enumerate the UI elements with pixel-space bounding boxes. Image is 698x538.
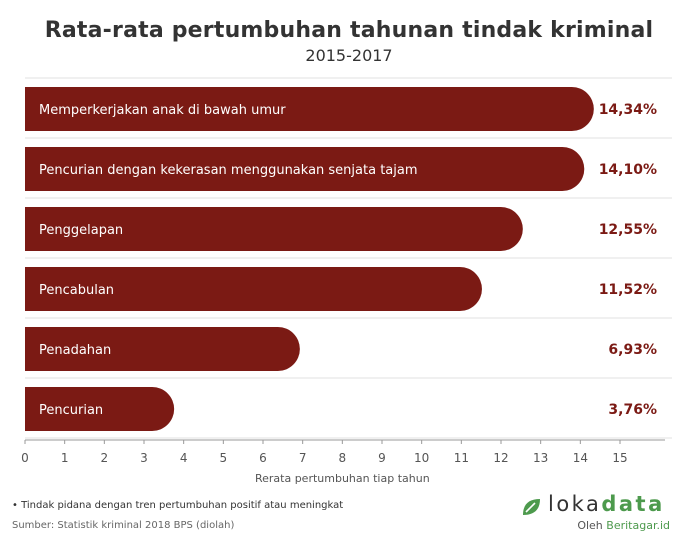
bar-value-label: 3,76% [608,402,657,418]
logo-byline: Oleh Beritagar.id [577,519,670,532]
lokadata-logo: lokadata Oleh Beritagar.id [520,492,680,534]
bar [25,267,482,311]
logo-byline-brand: Beritagar.id [606,519,670,532]
bar-category-label: Memperkerjakan anak di bawah umur [39,103,286,118]
x-tick-label: 5 [220,451,228,465]
bar-category-label: Penggelapan [39,223,123,238]
logo-byline-prefix: Oleh [577,519,603,532]
bar-value-label: 14,10% [599,162,657,178]
x-tick-label: 7 [299,451,307,465]
x-tick-label: 10 [414,451,429,465]
x-tick-label: 11 [454,451,469,465]
bar-category-label: Penadahan [39,343,111,358]
bar-category-label: Pencurian dengan kekerasan menggunakan s… [39,163,418,178]
bar [25,207,523,251]
x-tick-label: 6 [259,451,267,465]
bar-value-label: 14,34% [599,102,657,118]
bar-value-label: 6,93% [608,342,657,358]
bar-value-label: 12,55% [599,222,657,238]
x-tick-label: 15 [612,451,627,465]
x-tick-label: 14 [573,451,588,465]
chart-title: Rata-rata pertumbuhan tahunan tindak kri… [44,18,654,43]
x-axis-label: Rerata pertumbuhan tiap tahun [255,472,430,485]
source-note: Sumber: Statistik kriminal 2018 BPS (dio… [12,520,235,531]
x-tick-label: 8 [339,451,347,465]
bar [25,147,585,191]
x-tick-label: 13 [533,451,548,465]
bar-category-label: Pencabulan [39,283,114,298]
bar [25,327,300,371]
bar-category-label: Pencurian [39,403,103,418]
bar [25,387,175,431]
logo-word-part2: data [601,492,665,516]
x-tick-label: 12 [493,451,508,465]
x-tick-label: 3 [140,451,148,465]
x-tick-label: 4 [180,451,188,465]
x-tick-label: 1 [61,451,69,465]
x-tick-label: 9 [378,451,386,465]
chart-subtitle: 2015-2017 [305,46,393,65]
leaf-icon [523,499,540,515]
bar [25,87,594,131]
x-tick-label: 2 [101,451,109,465]
footnote: • Tindak pidana dengan tren pertumbuhan … [12,500,344,511]
x-tick-label: 0 [21,451,29,465]
bar-value-label: 11,52% [599,282,657,298]
logo-word-part1: loka [548,492,602,516]
logo-wordmark: lokadata [548,492,665,516]
